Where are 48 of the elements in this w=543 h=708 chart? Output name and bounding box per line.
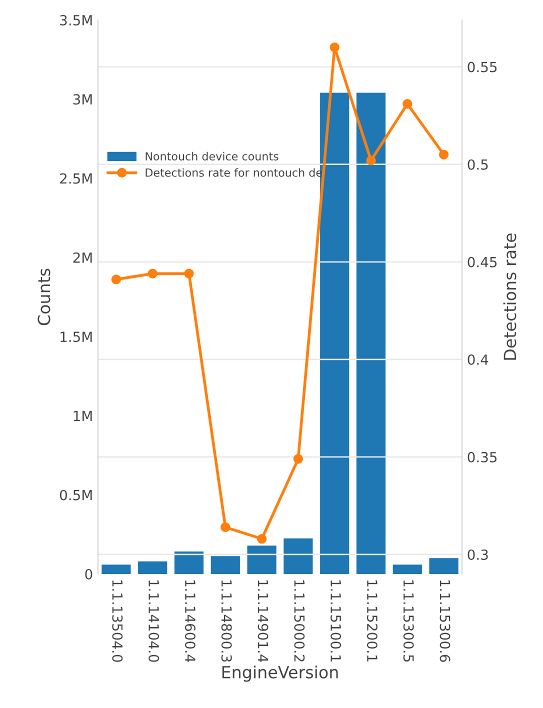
point — [111, 274, 122, 284]
point — [293, 454, 304, 464]
y-tick-label: 2.5M — [60, 173, 92, 184]
bar — [174, 552, 204, 574]
point — [256, 534, 267, 544]
point — [148, 268, 158, 278]
y-tick-label: 3.5M — [60, 14, 92, 26]
point — [330, 42, 340, 52]
bar — [247, 546, 276, 574]
bar — [429, 558, 458, 574]
x-tick-label: 1.1.14800.3 — [221, 580, 232, 662]
x-tick-label: 1.1.15300.5 — [403, 580, 414, 662]
y-tick-label: 0.5M — [60, 490, 92, 500]
y2-tick-label: 0.3 — [468, 549, 488, 560]
x-tick-label: 1.1.14104.0 — [148, 580, 160, 662]
y-axis-title: Counts — [38, 268, 50, 326]
x-tick-label: 1.1.14901.4 — [258, 580, 268, 662]
y-tick-label: 1.5M — [60, 332, 92, 342]
y2-tick-label: 0.45 — [468, 256, 497, 268]
y2-axis-title: Detections rate — [503, 233, 516, 360]
x-tick-label: 1.1.15200.1 — [366, 580, 378, 662]
bar — [392, 564, 422, 574]
x-tick-label: 1.1.15100.1 — [330, 580, 342, 662]
bar — [284, 538, 313, 574]
bar — [102, 564, 131, 574]
x-tick-label: 1.1.15300.6 — [440, 580, 450, 662]
point — [402, 99, 412, 109]
x-tick-label: 1.1.15000.2 — [294, 580, 305, 662]
x-tick-label: 1.1.13504.0 — [112, 580, 123, 662]
point — [220, 522, 230, 532]
point — [184, 268, 194, 278]
x-tick-label: 1.1.14600.4 — [184, 580, 196, 662]
y-tick-label: 0 — [85, 568, 92, 580]
y2-tick-label: 0.4 — [468, 354, 488, 365]
bar — [320, 92, 350, 574]
y-tick-label: 3M — [73, 94, 92, 105]
y-tick-label: 2M — [73, 252, 92, 263]
point — [366, 156, 376, 166]
y2-tick-label: 0.35 — [468, 452, 497, 462]
legend-label: Nontouch device counts — [146, 152, 278, 160]
y2-tick-label: 0.5 — [468, 159, 488, 170]
point — [438, 150, 449, 160]
y-tick-label: 1M — [74, 410, 92, 421]
bar — [210, 556, 240, 574]
x-axis-title: EngineVersion — [222, 666, 338, 682]
bar — [138, 561, 168, 574]
bar — [356, 92, 386, 574]
y2-tick-label: 0.55 — [468, 62, 497, 72]
